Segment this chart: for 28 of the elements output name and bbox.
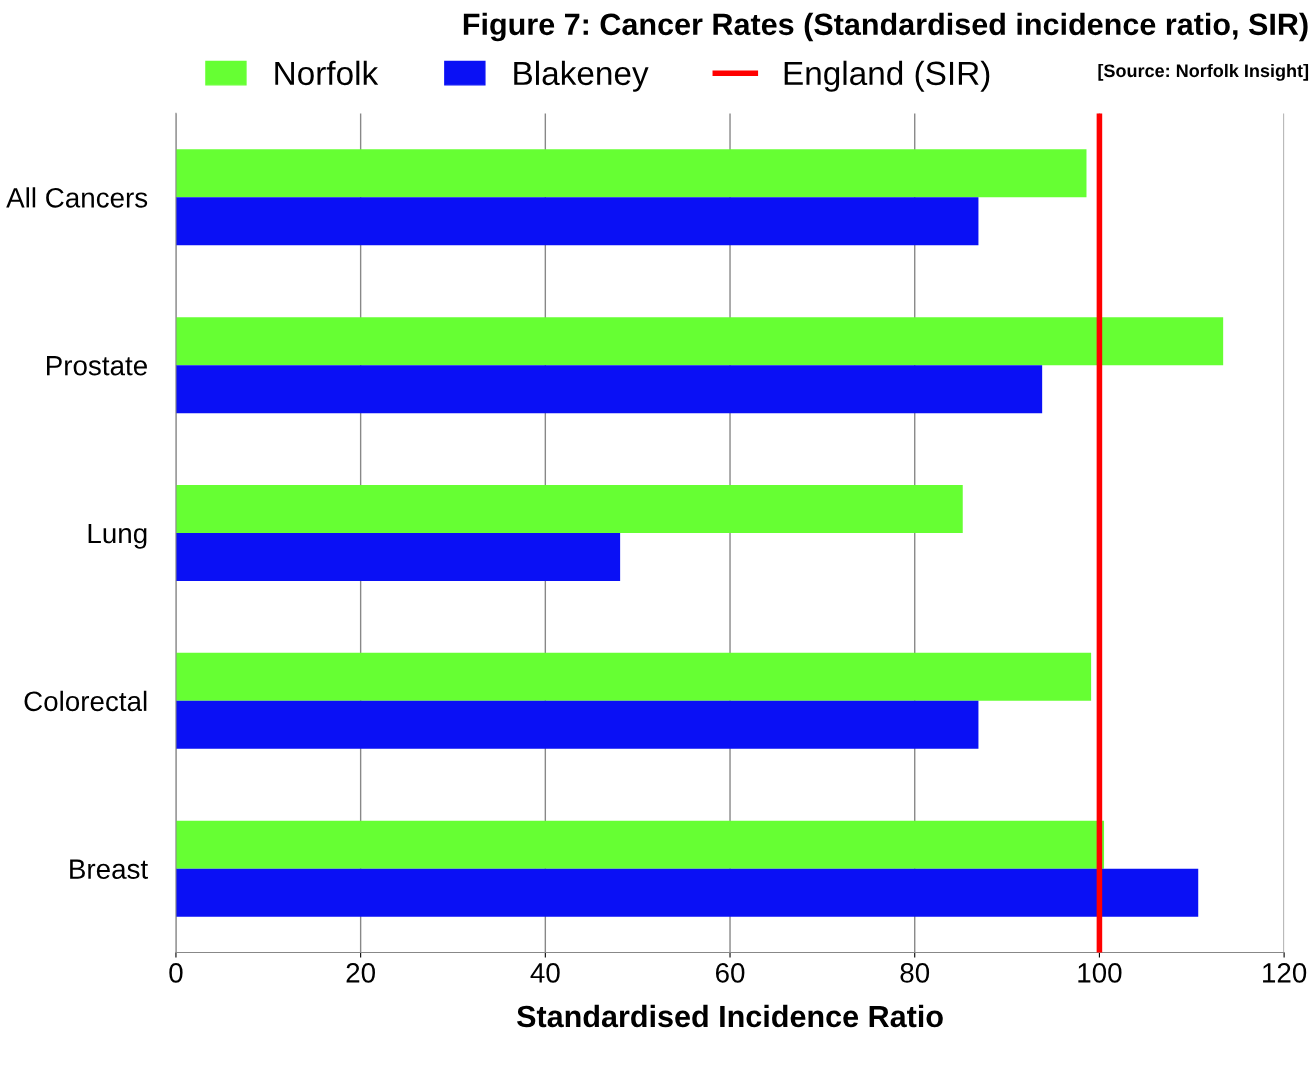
bar <box>175 484 963 533</box>
bar <box>175 652 1092 701</box>
bar <box>175 700 979 749</box>
y-tick-label: All Cancers <box>6 187 148 208</box>
y-tick-label: Prostate <box>47 356 147 376</box>
y-tick-label: Colorectal <box>24 690 147 712</box>
x-tick-label: 120 <box>1263 963 1307 983</box>
x-axis-title: Standardised Incidence Ratio <box>516 1004 943 1028</box>
x-tick-label: 20 <box>346 963 375 983</box>
text: [Source: Norfolk Insight] <box>1098 63 1309 81</box>
bar <box>175 149 1087 198</box>
y-tick-label: Lung <box>88 523 147 549</box>
x-tick-label: 100 <box>1078 963 1122 983</box>
bar <box>175 365 1043 414</box>
bar <box>175 317 1224 366</box>
bar <box>175 868 1199 917</box>
x-tick-label: 60 <box>715 963 745 983</box>
legend-label: Blakeney <box>514 60 649 92</box>
chart-title: Figure 7: Cancer Rates (Standardised incidence ratio, SIR) <box>463 12 1308 42</box>
x-tick-label: 80 <box>900 963 930 983</box>
bar <box>175 197 979 246</box>
bar <box>175 820 1105 869</box>
legend-label: Norfolk <box>275 60 379 86</box>
y-tick-label: Breast <box>70 859 148 879</box>
x-tick-label: 40 <box>530 963 560 983</box>
legend-label: England (SIR) <box>784 60 990 92</box>
x-tick-label: 0 <box>169 963 183 983</box>
bar <box>175 532 621 581</box>
